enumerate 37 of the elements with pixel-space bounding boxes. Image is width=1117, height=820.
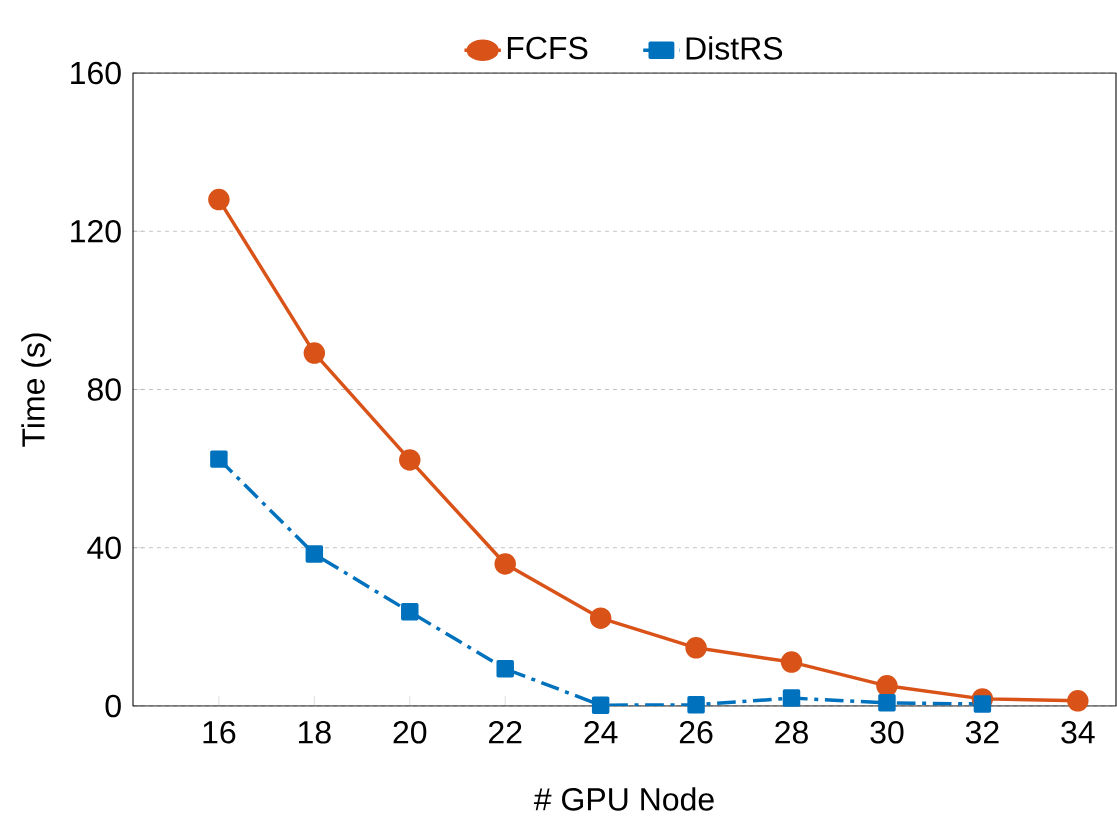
point (399, 449, 421, 471)
legend-label: DistRS (686, 36, 783, 60)
point (494, 553, 516, 575)
point (687, 696, 705, 714)
x-tick-label: 24 (584, 720, 618, 744)
y-axis-title: Time (s) (21, 333, 52, 447)
point (210, 450, 228, 468)
x-tick-label: 20 (393, 720, 427, 744)
y-tick-label: 0 (105, 694, 121, 718)
x-tick-label: 26 (679, 720, 713, 744)
point (496, 660, 514, 678)
x-tick-label: 32 (965, 720, 999, 744)
x-tick-label: 34 (1061, 720, 1095, 744)
y-tick-label: 80 (87, 378, 121, 401)
point (782, 689, 801, 707)
point (589, 607, 612, 629)
x-tick-label: 16 (203, 720, 236, 744)
point (303, 342, 326, 364)
point (1067, 690, 1089, 712)
point (685, 637, 707, 659)
x-axis-title: # GPU Node (533, 787, 714, 811)
point (878, 694, 896, 712)
point (780, 651, 803, 673)
y-tick-label: 160 (71, 61, 121, 85)
point (401, 603, 419, 621)
point (305, 545, 324, 563)
x-tick-label: 22 (489, 720, 522, 744)
y-tick-label: 40 (87, 536, 121, 560)
x-tick-label: 30 (870, 720, 904, 744)
x-tick-label: 28 (775, 720, 808, 744)
y-tick-label: 120 (71, 219, 121, 243)
point (876, 675, 898, 697)
x-tick-label: 18 (298, 720, 331, 744)
legend-label: FCFS (507, 36, 588, 60)
point (973, 695, 992, 713)
point (591, 696, 610, 714)
point (208, 188, 230, 211)
